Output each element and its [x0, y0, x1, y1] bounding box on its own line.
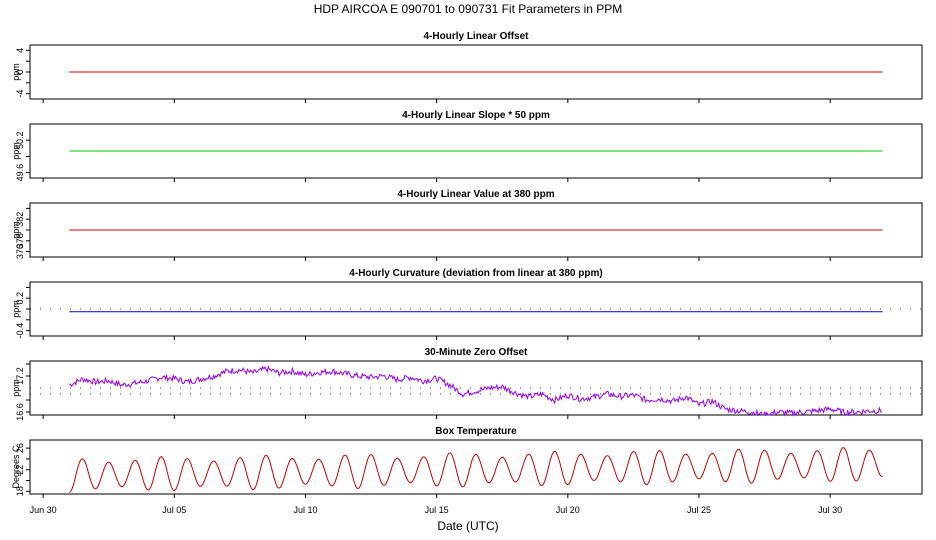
plot-frame	[29, 281, 923, 337]
y-tick-label: 17.2	[15, 367, 25, 385]
x-axis: Jun 30 Jul 05 Jul 10 Jul 15 Jul 20 Jul 25 Jul …	[30, 505, 843, 515]
y-tick-label: 50.2	[15, 131, 25, 149]
panel-title: 4-Hourly Linear Slope * 50 ppm	[402, 110, 550, 121]
y-tick-label: 376	[15, 244, 25, 259]
plot-frame	[29, 439, 923, 495]
y-axis-label: ppm	[11, 300, 21, 318]
y-axis-label: ppm	[11, 142, 21, 160]
plot-frame	[29, 360, 923, 416]
series-line	[69, 364, 883, 417]
figure-title: HDP AIRCOA E 090701 to 090731 Fit Parame…	[314, 2, 623, 16]
y-tick-label: 22	[15, 465, 25, 475]
y-tick-label: 18	[15, 486, 25, 496]
y-tick-label: 0.2	[15, 292, 25, 305]
panel-title: Box Temperature	[435, 426, 517, 437]
x-tick-label: Jul 30	[818, 505, 842, 515]
x-tick-label: Jul 20	[556, 505, 580, 515]
y-tick-label: 0	[15, 69, 25, 74]
y-tick-label: -4	[15, 90, 25, 98]
x-tick-label: Jul 25	[687, 505, 711, 515]
panel-5: 30-Minute Zero Offset 17.2 16.6 ppm	[11, 347, 923, 421]
y-tick-label: -0.4	[15, 323, 25, 339]
x-tick-label: Jul 10	[293, 505, 317, 515]
panel-2: 4-Hourly Linear Slope * 50 ppm 50.2 49.6 pp…	[11, 110, 923, 182]
panel-title: 4-Hourly Linear Value at 380 ppm	[397, 189, 554, 200]
panel-4: 4-Hourly Curvature (deviation from linea…	[11, 268, 923, 340]
y-axis-label: ppm	[11, 221, 21, 239]
x-axis-label: Date (UTC)	[437, 519, 498, 533]
x-tick-label: Jun 30	[30, 505, 57, 515]
panel-1: 4-Hourly Linear Offset 4 0 -4 ppm	[11, 31, 923, 103]
y-axis-label: ppm	[11, 63, 21, 81]
y-tick-label: 49.6	[15, 164, 25, 182]
panel-title: 30-Minute Zero Offset	[425, 347, 528, 358]
series-line	[69, 447, 883, 493]
y-tick-label: 378	[15, 233, 25, 248]
y-tick-label: 26	[15, 443, 25, 453]
y-axis-label: ppm	[11, 379, 21, 397]
x-tick-label: Jul 15	[425, 505, 449, 515]
plot-frame	[29, 123, 923, 179]
y-tick-label: 382	[15, 212, 25, 227]
panel-3: 4-Hourly Linear Value at 380 ppm 382 37837…	[11, 189, 923, 261]
panel-title: 4-Hourly Linear Offset	[423, 31, 529, 42]
y-axis-label: Degrees C	[11, 445, 21, 489]
panel-title: 4-Hourly Curvature (deviation from linea…	[349, 268, 602, 279]
x-tick-label: Jul 05	[162, 505, 186, 515]
y-tick-label: 16.6	[15, 403, 25, 421]
y-tick-label: 4	[15, 48, 25, 53]
